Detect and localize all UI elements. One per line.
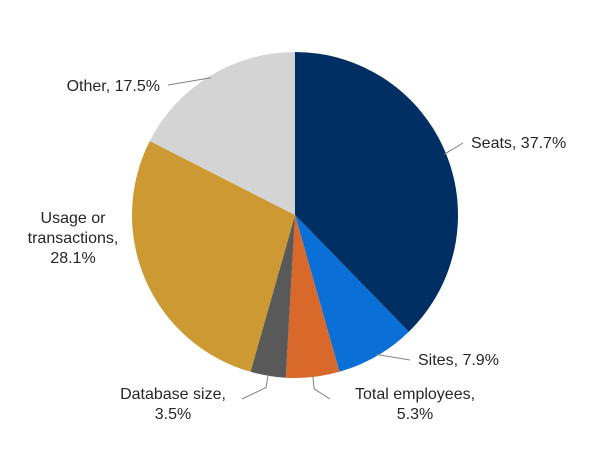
slice-label-sites: Sites, 7.9%: [418, 352, 499, 369]
leader-line-sites: [375, 353, 411, 361]
leader-line-database-size: [241, 373, 269, 400]
slice-database-size: [250, 215, 295, 378]
slice-label-line: 28.1%: [50, 250, 95, 267]
pie-slices: [131, 52, 458, 378]
slice-label-line: Seats, 37.7%: [471, 135, 566, 152]
leader-line-seats: [443, 142, 464, 155]
slice-label-usage-or-transactions: Usage or transactions, 28.1%: [28, 210, 119, 267]
slice-label-line: Sites, 7.9%: [418, 352, 499, 369]
slice-sites: [295, 215, 409, 372]
slice-usage-or-transactions: [131, 140, 295, 372]
slice-label-other: Other, 17.5%: [67, 78, 160, 95]
slice-labels: Seats, 37.7% Sites, 7.9% Total employees, 5…: [28, 78, 567, 423]
slice-total-employees: [285, 215, 340, 378]
leader-lines: [167, 77, 464, 400]
leader-line-total-employees: [312, 374, 331, 400]
slice-label-line: 5.3%: [397, 406, 433, 423]
slice-label-line: Database size,: [120, 386, 226, 403]
slice-other: [149, 52, 295, 215]
leader-line-other: [167, 77, 211, 86]
slice-label-seats: Seats, 37.7%: [471, 135, 566, 152]
slice-label-line: Other, 17.5%: [67, 78, 160, 95]
slice-label-database-size: Database size, 3.5%: [120, 386, 226, 423]
slice-seats: [295, 52, 458, 332]
slice-label-line: 3.5%: [155, 406, 191, 423]
slice-label-line: Usage or: [41, 210, 107, 227]
slice-label-line: transactions,: [28, 230, 119, 247]
slice-label-line: Total employees,: [355, 386, 475, 403]
slice-label-total-employees: Total employees, 5.3%: [355, 386, 475, 423]
